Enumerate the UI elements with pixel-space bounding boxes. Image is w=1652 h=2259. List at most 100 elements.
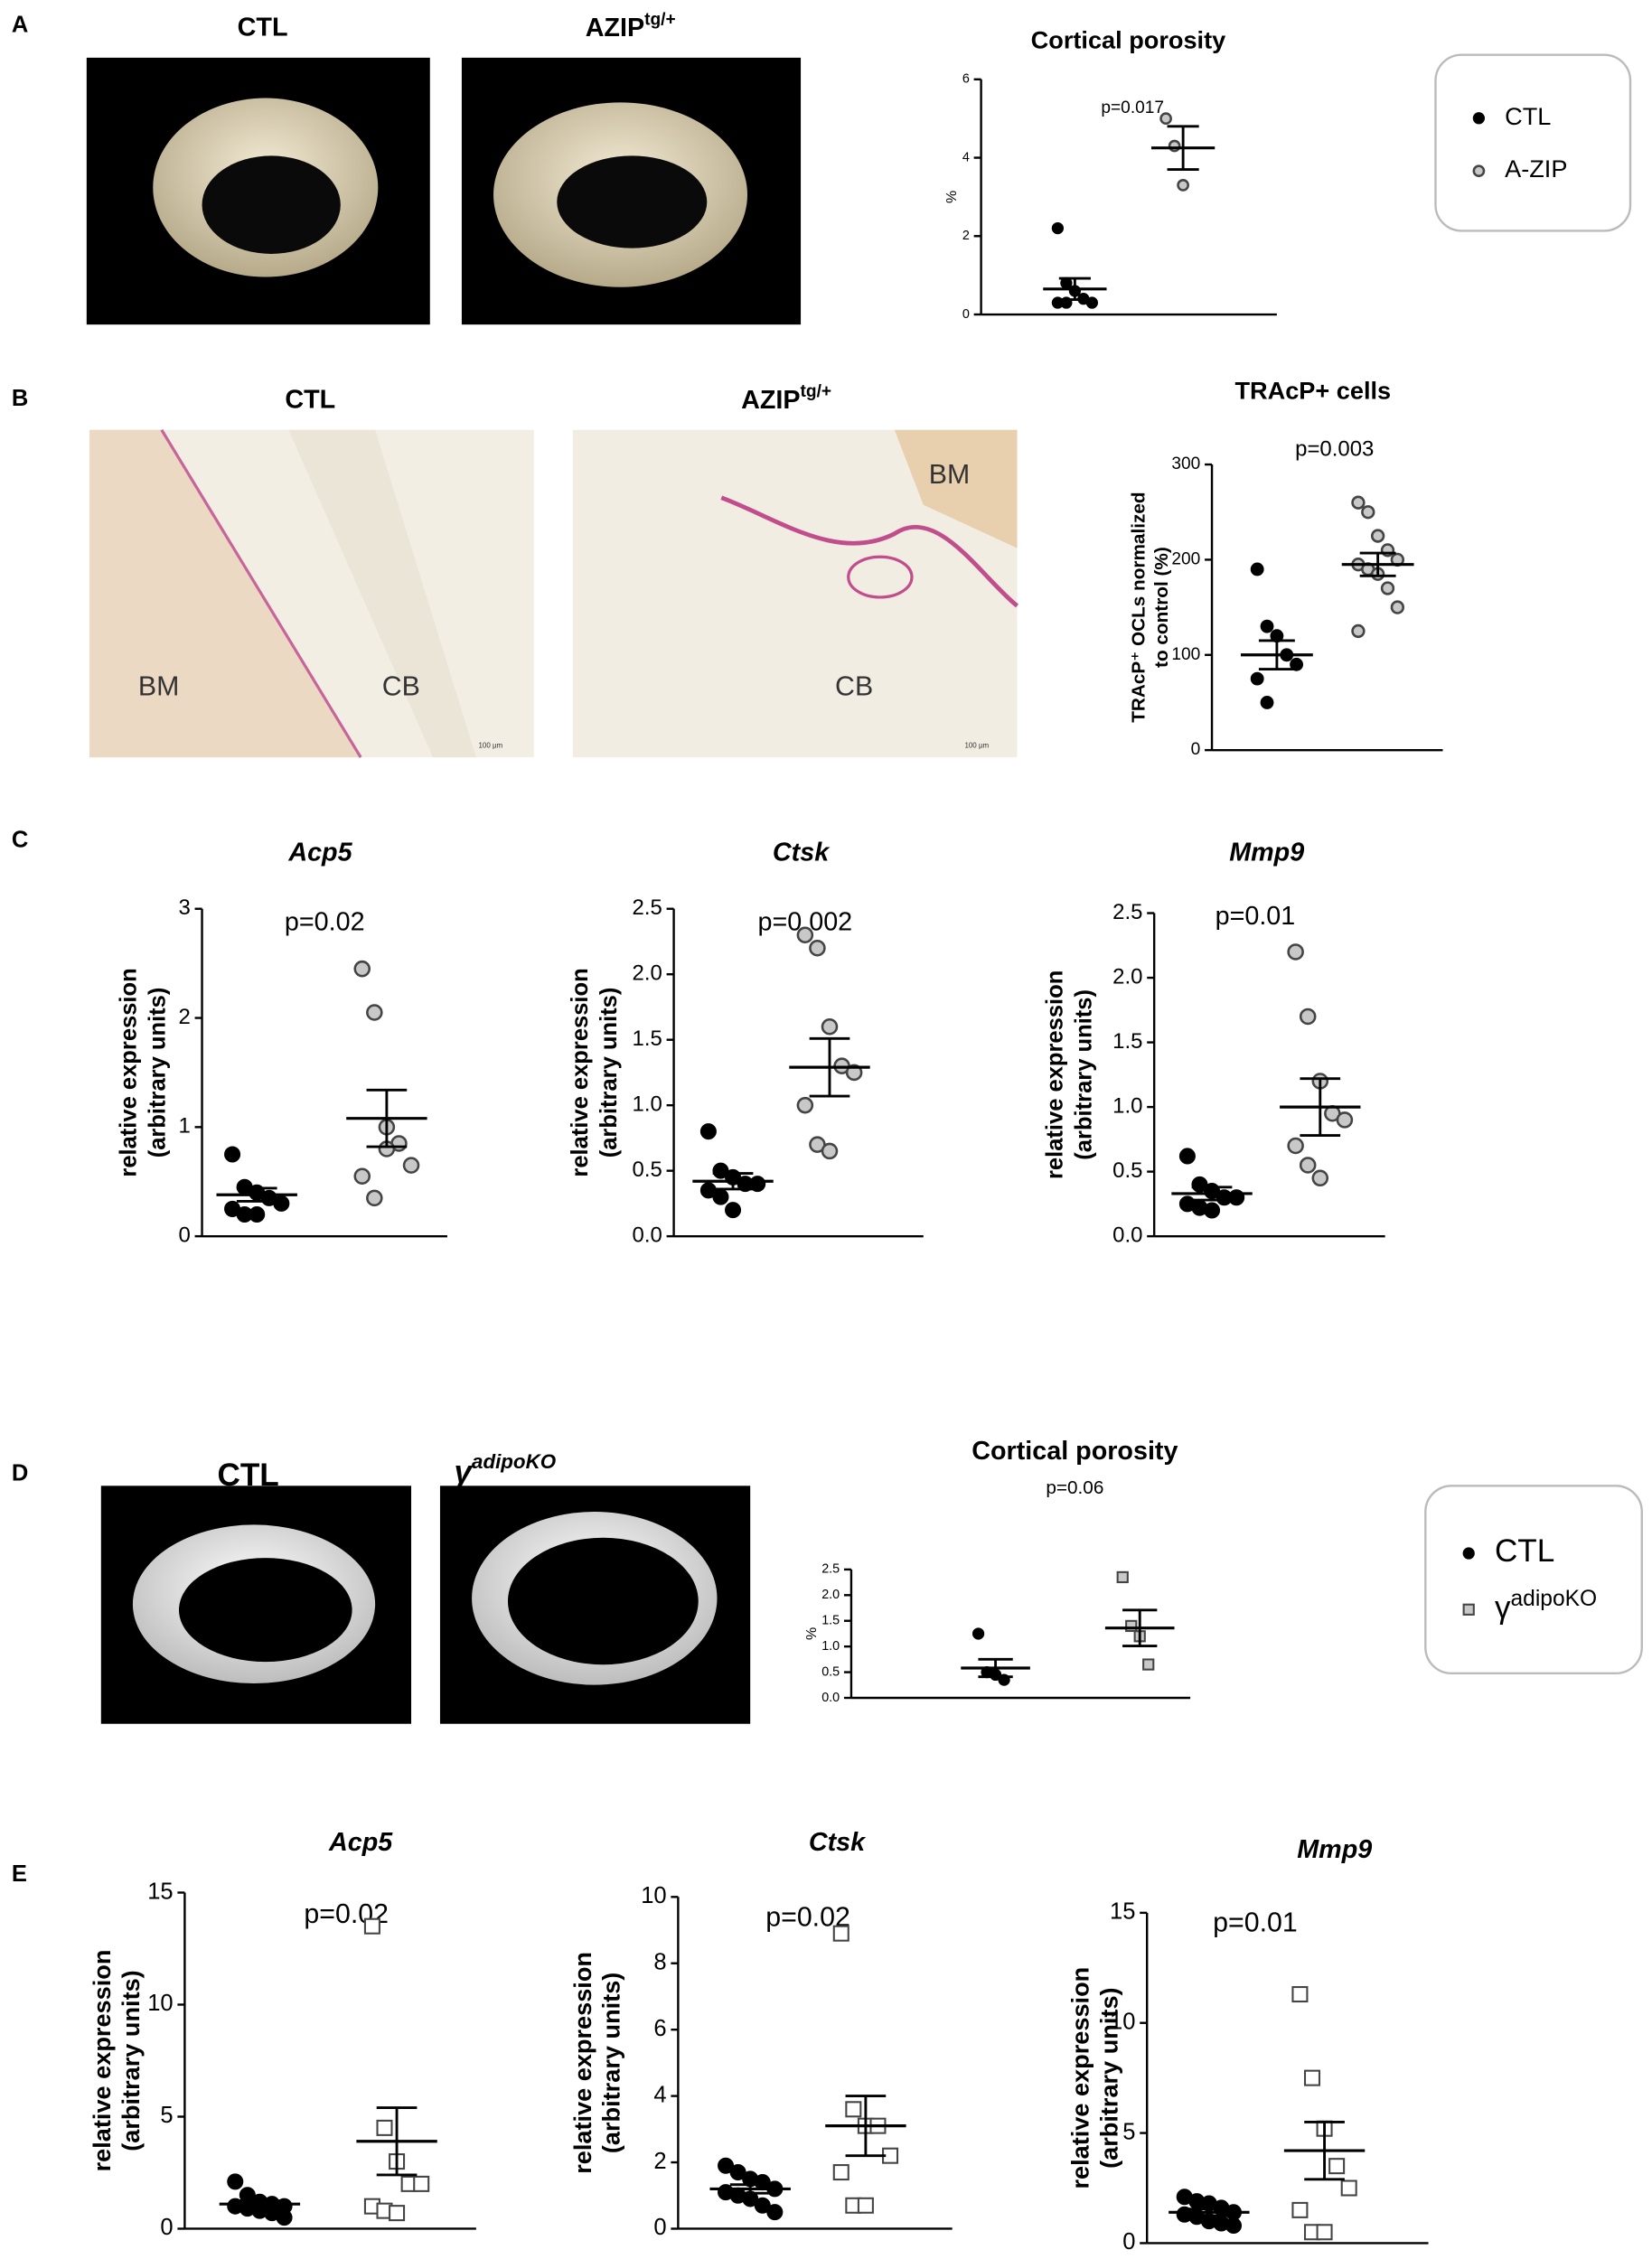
y-tick-label: 4 xyxy=(962,150,970,164)
data-point xyxy=(1178,1148,1196,1165)
y-axis-label: (arbitrary units) xyxy=(597,1973,625,2153)
y-tick-label: 8 xyxy=(653,1949,666,1974)
data-point xyxy=(1299,1008,1317,1026)
data-point xyxy=(1336,1111,1354,1129)
data-point xyxy=(1250,562,1264,576)
annotation: p=0.003 xyxy=(1295,436,1374,461)
y-tick-label: 15 xyxy=(147,1879,173,1904)
y-axis-label: TRAcP⁺ OCLs normalized xyxy=(1129,492,1150,722)
image-label: BM xyxy=(929,460,971,490)
data-point xyxy=(1291,1986,1309,2003)
data-point xyxy=(1260,696,1274,709)
legend-label: A-ZIP xyxy=(1505,155,1567,183)
data-point xyxy=(845,2101,862,2118)
legend-label: γadipoKO xyxy=(1495,1587,1597,1626)
data-point xyxy=(1303,2069,1321,2086)
chart-title: TRAcP+ cells xyxy=(1234,376,1391,404)
y-tick-label: 1.5 xyxy=(821,1614,840,1628)
bone-marrow-region xyxy=(89,429,361,758)
y-axis-label: (arbitrary units) xyxy=(145,988,170,1158)
y-tick-label: 3 xyxy=(178,895,190,920)
legend-marker xyxy=(1462,1547,1475,1560)
panel-label: A xyxy=(12,12,28,37)
bone-marrow-region xyxy=(894,429,1018,548)
y-tick-label: 5 xyxy=(160,2103,173,2128)
data-point xyxy=(1380,581,1395,595)
chart-title: Mmp9 xyxy=(1297,1835,1372,1864)
data-point xyxy=(796,1096,814,1114)
data-point xyxy=(1390,600,1405,614)
data-point xyxy=(1177,179,1189,192)
y-tick-label: 0 xyxy=(1191,740,1201,759)
data-point xyxy=(227,2173,244,2190)
scale-bar-label: 100 µm xyxy=(964,741,989,749)
legend-text: A-ZIP xyxy=(1505,155,1567,183)
data-point xyxy=(366,1004,383,1021)
data-point xyxy=(1159,112,1172,126)
y-tick-label: 0.5 xyxy=(1112,1158,1142,1183)
legend-box xyxy=(1424,1485,1643,1675)
y-tick-label: 2 xyxy=(962,229,970,243)
data-point xyxy=(1291,2201,1309,2218)
data-point xyxy=(1351,623,1366,639)
panel-label: D xyxy=(12,1460,28,1486)
y-tick-label: 10 xyxy=(641,1883,666,1908)
legend-box xyxy=(1434,53,1632,232)
y-axis-label: (arbitrary units) xyxy=(596,988,622,1158)
legend-label: CTL xyxy=(1495,1533,1554,1569)
data-point xyxy=(718,2157,735,2174)
marrow-cavity xyxy=(557,155,708,248)
image-caption: AZIPtg/+ xyxy=(741,382,831,414)
image-caption: CTL xyxy=(238,14,288,42)
y-tick-label: 6 xyxy=(962,72,970,87)
image-label: BM xyxy=(138,672,180,702)
data-point xyxy=(224,1146,241,1163)
y-tick-label: 15 xyxy=(1110,1899,1135,1925)
y-tick-label: 0.5 xyxy=(633,1158,662,1182)
chart-title: Ctsk xyxy=(809,1828,867,1857)
scale-bar-label: 100 µm xyxy=(478,741,502,749)
data-point xyxy=(366,1189,383,1207)
y-tick-label: 2.0 xyxy=(1112,964,1142,989)
data-point xyxy=(1250,671,1264,686)
panel-label: C xyxy=(12,827,28,852)
y-axis-label: % xyxy=(944,191,960,203)
y-tick-label: 1.0 xyxy=(1112,1093,1142,1118)
data-point xyxy=(1142,1658,1155,1671)
data-point xyxy=(796,926,814,943)
data-point xyxy=(766,2204,784,2221)
data-point xyxy=(725,1202,742,1219)
annotation: p=0.02 xyxy=(285,907,365,936)
data-point xyxy=(276,2209,293,2226)
data-point xyxy=(353,960,371,978)
data-point xyxy=(971,1627,985,1640)
y-tick-label: 2 xyxy=(653,2149,666,2174)
data-point xyxy=(821,1017,839,1036)
y-axis-label: (arbitrary units) xyxy=(117,1970,145,2151)
data-point xyxy=(1168,139,1181,153)
y-axis-label: to control (%) xyxy=(1151,547,1172,668)
y-tick-label: 0.0 xyxy=(1112,1223,1142,1247)
y-tick-label: 0.0 xyxy=(821,1691,840,1705)
y-axis-label: relative expression xyxy=(568,1952,596,2174)
chart-title: Cortical porosity xyxy=(971,1437,1178,1466)
data-point xyxy=(1361,505,1375,520)
legend-text-sup: adipoKO xyxy=(1511,1587,1598,1611)
legend-text: CTL xyxy=(1505,102,1551,130)
legend-text: CTL xyxy=(1495,1533,1554,1569)
data-point xyxy=(353,1167,371,1185)
data-point xyxy=(845,1064,863,1082)
chart-title: Acp5 xyxy=(328,1828,393,1857)
legend-label: CTL xyxy=(1505,102,1551,130)
annotation: p=0.01 xyxy=(1216,902,1296,931)
y-axis-label: relative expression xyxy=(116,968,141,1176)
data-point xyxy=(1311,1169,1329,1187)
data-point xyxy=(857,2197,874,2214)
marrow-cavity xyxy=(507,1537,699,1665)
data-point xyxy=(1116,1570,1129,1584)
stained-edge xyxy=(720,495,1019,608)
data-point xyxy=(402,1157,420,1174)
y-axis-label: % xyxy=(804,1627,820,1640)
y-axis-label: relative expression xyxy=(88,1950,116,2172)
data-point xyxy=(729,2164,746,2181)
